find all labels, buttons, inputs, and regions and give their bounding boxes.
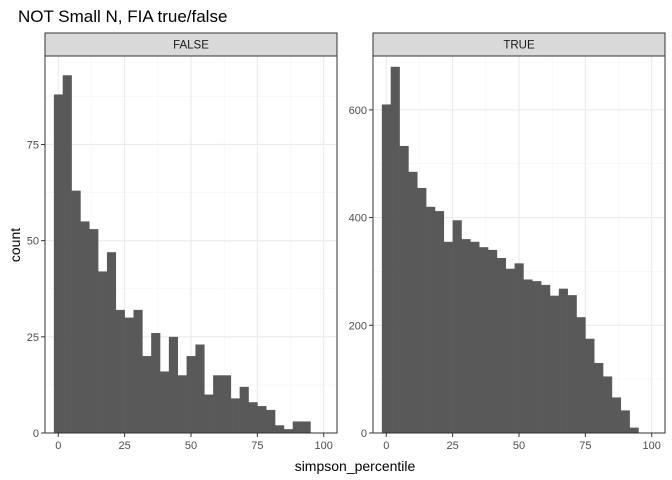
facet-strip (372, 32, 666, 57)
histogram-bar (514, 263, 524, 433)
x-axis-title: simpson_percentile (295, 458, 416, 474)
histogram-bar (230, 398, 240, 433)
histogram-bar (239, 386, 249, 433)
histogram-bar (275, 425, 285, 433)
y-tick-label: 600 (349, 105, 367, 117)
facet-panels: FALSE 0 25 50 75 100 0 25 50 75 TRUE 0 25 50 75 100 0 200… (27, 32, 666, 452)
y-tick-label: 50 (27, 236, 39, 248)
histogram-bar (62, 75, 72, 434)
histogram-bar (213, 375, 223, 433)
histogram-bar (98, 271, 108, 433)
histogram-bar (470, 241, 480, 433)
histogram-bar (549, 295, 560, 433)
histogram-bar (594, 362, 604, 433)
histogram-bar (283, 429, 294, 433)
histogram-bar (505, 268, 515, 433)
histogram-bar (479, 247, 489, 433)
histogram-bar (186, 356, 196, 433)
histogram-bar (576, 317, 586, 433)
facet-panel-true: TRUE 0 25 50 75 100 0 200 400 600 (349, 32, 666, 452)
histogram-bar (168, 336, 179, 433)
chart-title: NOT Small N, FIA true/false (18, 7, 227, 26)
histogram-bar (523, 279, 533, 433)
histogram-bar (124, 317, 134, 433)
y-tick-label: 0 (33, 428, 39, 440)
histogram-bar (177, 375, 187, 433)
histogram-bar (221, 375, 232, 433)
histogram-bar (292, 421, 302, 433)
histogram-bar (257, 406, 267, 433)
histogram-bar (399, 145, 409, 434)
histogram-bar (115, 309, 125, 433)
x-tick-label: 75 (579, 440, 591, 452)
histogram-bar (452, 220, 462, 433)
histogram-bar (106, 252, 117, 433)
histogram-bar (426, 206, 436, 433)
histogram-bar (496, 257, 507, 433)
histogram-bar (195, 344, 205, 433)
x-tick-label: 100 (315, 440, 333, 452)
facet-strip-label: TRUE (503, 40, 535, 52)
histogram-bar (461, 239, 471, 433)
y-tick-label: 0 (361, 428, 367, 440)
y-tick-label: 200 (349, 320, 367, 332)
histogram-bar (408, 171, 418, 434)
histogram-bar (133, 309, 143, 433)
facet-panel-false: FALSE 0 25 50 75 100 0 25 50 75 (27, 32, 338, 452)
histogram-bar (151, 332, 161, 433)
x-tick-label: 0 (55, 440, 61, 452)
histogram-bar (532, 281, 542, 433)
x-tick-label: 25 (119, 440, 131, 452)
x-tick-label: 0 (383, 440, 389, 452)
y-axis-title: count (7, 228, 23, 262)
facet-strip-label: FALSE (173, 40, 209, 52)
histogram-bar (541, 284, 551, 433)
histogram-bar (558, 288, 568, 433)
histogram-bar (248, 402, 258, 433)
histogram-bar (488, 249, 498, 433)
x-tick-label: 50 (513, 440, 525, 452)
histogram-bar (603, 376, 613, 433)
histogram-bar (620, 410, 630, 433)
histogram-bar (160, 371, 170, 433)
y-tick-label: 400 (349, 213, 367, 225)
histogram-bar (585, 338, 595, 433)
x-tick-label: 50 (185, 440, 197, 452)
histogram-bar (71, 190, 81, 433)
histogram-bar (53, 94, 63, 433)
histogram-bar (142, 356, 152, 433)
histogram-bar (89, 229, 99, 433)
histogram-bar (80, 221, 90, 433)
x-tick-label: 25 (447, 440, 459, 452)
histogram-bar (390, 66, 400, 434)
histogram-bar (567, 295, 577, 433)
facet-strip (44, 32, 338, 57)
histogram-bar (301, 421, 311, 433)
histogram-bar (266, 409, 276, 433)
y-tick-label: 25 (27, 332, 39, 344)
histogram-bar (434, 211, 445, 433)
histogram-bar (204, 394, 214, 433)
x-tick-label: 75 (251, 440, 263, 452)
x-tick-label: 100 (643, 440, 661, 452)
histogram-bar (611, 397, 622, 433)
y-tick-label: 75 (27, 139, 39, 151)
histogram-bar (629, 427, 639, 433)
histogram-bar (443, 241, 453, 433)
histogram-bar (381, 104, 391, 433)
histogram-bar (417, 187, 427, 433)
